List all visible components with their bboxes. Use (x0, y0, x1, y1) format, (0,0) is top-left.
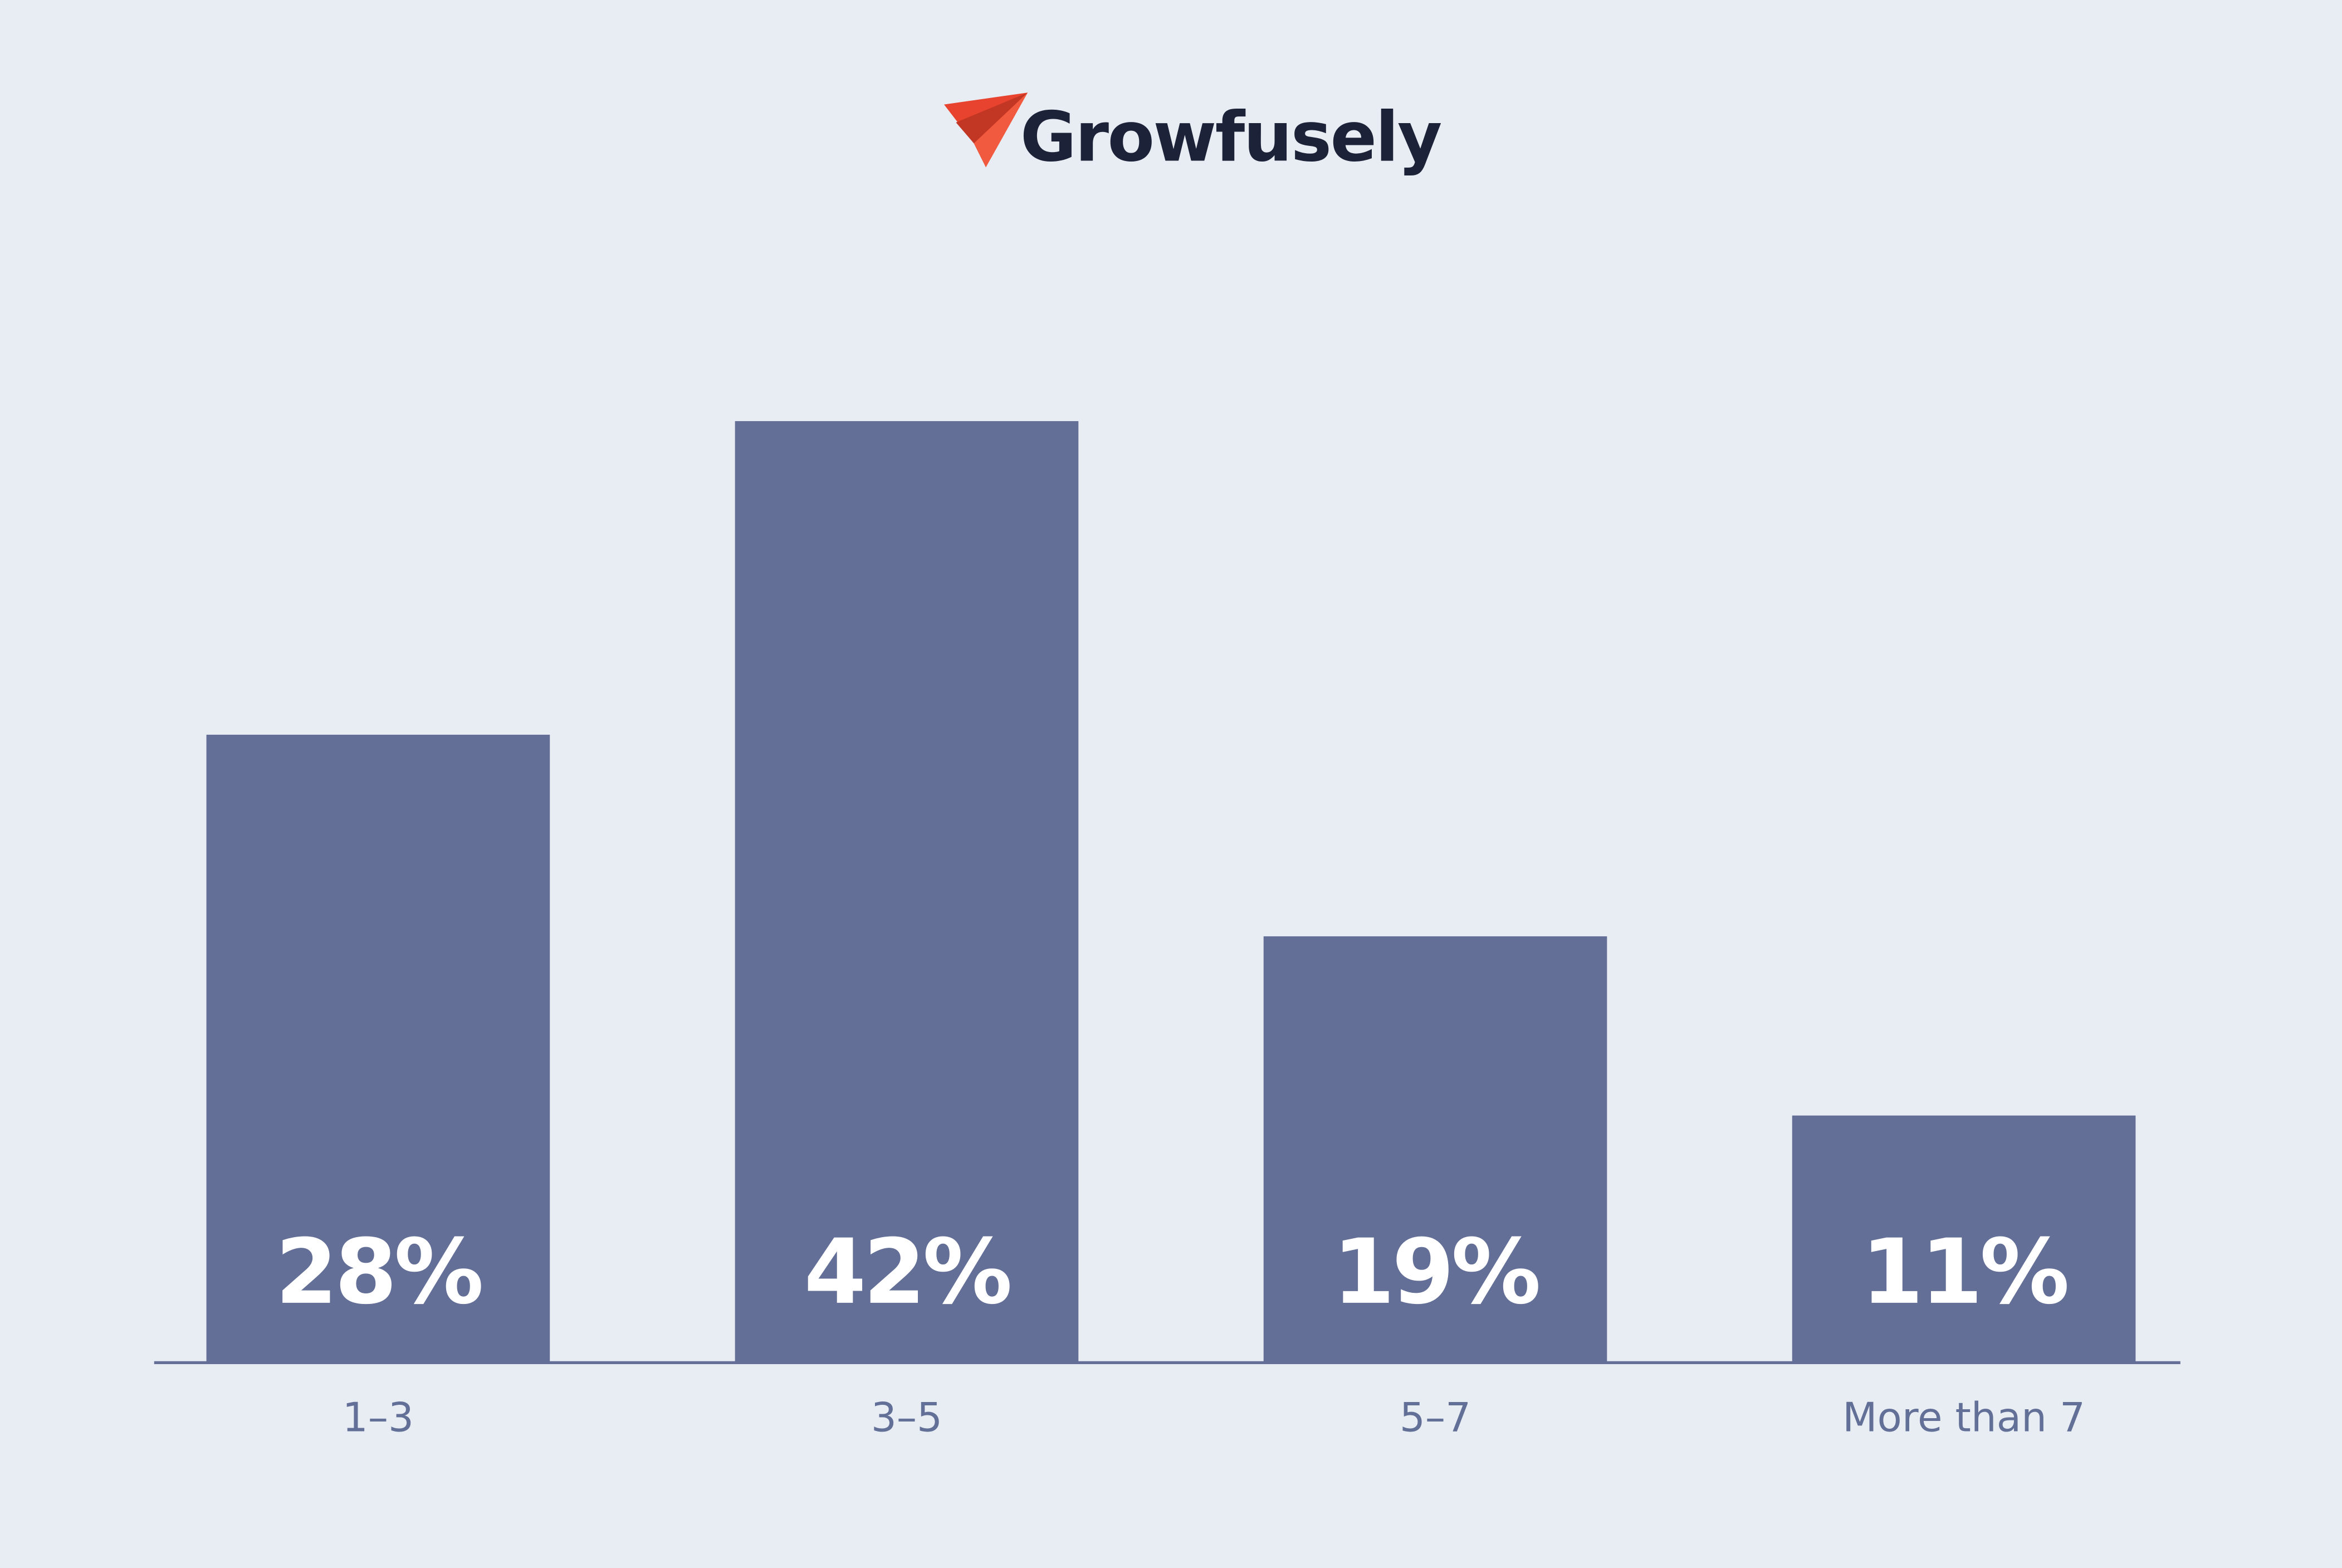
bar (206, 735, 550, 1362)
value-label: 42% (804, 1220, 1010, 1324)
value-label: 11% (1861, 1220, 2067, 1324)
bar (1792, 1115, 2136, 1362)
logo-plane-fold (956, 92, 1028, 144)
bar (1263, 936, 1607, 1362)
x-tick-label: 3–5 (871, 1395, 942, 1442)
logo-plane-wing (974, 92, 1028, 168)
x-tick-label: 1–3 (343, 1395, 414, 1442)
x-tick-label: More than 7 (1842, 1395, 2085, 1442)
value-label: 28% (275, 1220, 481, 1324)
bar (735, 421, 1079, 1362)
logo: Growfusely (943, 92, 1443, 177)
value-label: 19% (1333, 1220, 1539, 1324)
brand-name: Growfusely (1020, 97, 1441, 177)
x-tick-label: 5–7 (1400, 1395, 1471, 1442)
